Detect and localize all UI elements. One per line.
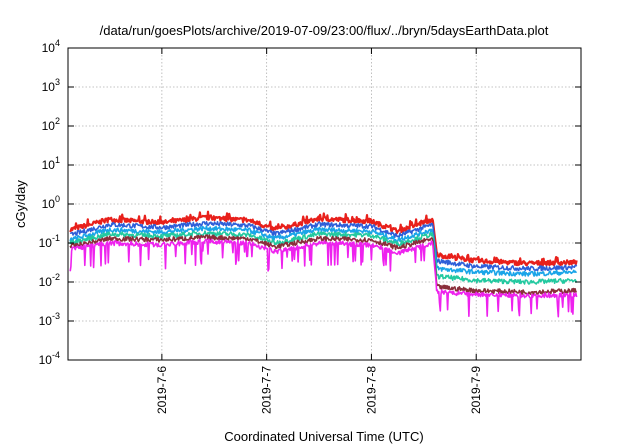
y-tick-base: 10 (42, 119, 56, 133)
x-tick-label: 2019-7-9 (469, 366, 483, 414)
y-tick-label: 10-1 (39, 233, 60, 250)
series-line-0 (69, 210, 578, 267)
y-tick-exponent: -1 (52, 233, 60, 243)
series-line-5 (69, 238, 578, 318)
x-tick-label: 2019-7-6 (155, 366, 169, 414)
chart-title: /data/run/goesPlots/archive/2019-07-09/2… (100, 23, 549, 38)
series-group (69, 210, 578, 318)
series-line-1 (69, 221, 578, 272)
y-tick-exponent: -4 (52, 350, 60, 360)
y-tick-base: 10 (42, 41, 56, 55)
grid (68, 48, 581, 360)
y-tick-label: 104 (42, 38, 60, 55)
y-tick-base: 10 (42, 80, 56, 94)
x-axis-label: Coordinated Universal Time (UTC) (224, 429, 423, 444)
y-tick-exponent: 0 (55, 194, 60, 204)
y-tick-exponent: -3 (52, 311, 60, 321)
y-tick-exponent: 1 (55, 155, 60, 165)
y-tick-base: 10 (39, 236, 53, 250)
y-tick-label: 102 (42, 116, 60, 133)
y-tick-exponent: 3 (55, 77, 60, 87)
y-tick-label: 10-3 (39, 311, 60, 328)
y-tick-label: 100 (42, 194, 60, 211)
y-tick-label: 10-4 (39, 350, 60, 367)
y-tick-base: 10 (39, 275, 53, 289)
y-tick-base: 10 (42, 158, 56, 172)
y-tick-exponent: 4 (55, 38, 60, 48)
y-tick-base: 10 (39, 314, 53, 328)
series-line-2 (69, 225, 577, 277)
y-tick-exponent: 2 (55, 116, 60, 126)
y-tick-exponent: -2 (52, 272, 60, 282)
y-axis-label: cGy/day (13, 180, 28, 228)
series-line-3 (69, 230, 578, 285)
y-tick-label: 10-2 (39, 272, 60, 289)
x-tick-label: 2019-7-8 (364, 366, 378, 414)
x-tick-label: 2019-7-7 (260, 366, 274, 414)
y-tick-label: 101 (42, 155, 60, 172)
y-tick-base: 10 (42, 197, 56, 211)
y-tick-base: 10 (39, 353, 53, 367)
y-tick-label: 103 (42, 77, 60, 94)
